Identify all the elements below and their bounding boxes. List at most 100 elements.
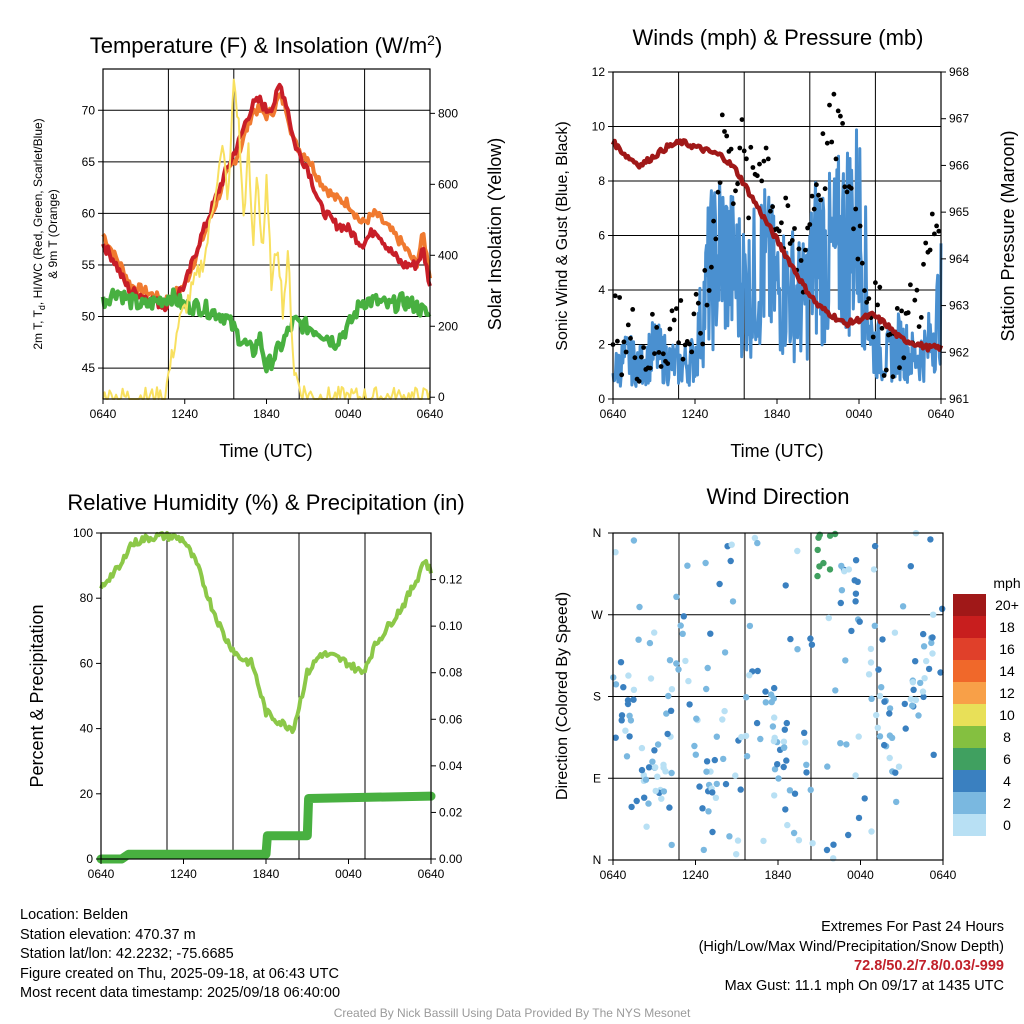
wind-gust-point xyxy=(803,247,808,253)
winds-y2-tick-label: 967 xyxy=(949,112,969,126)
wind-gust-point xyxy=(674,306,679,311)
temp-x-tick-label: 0640 xyxy=(417,407,444,421)
wind-gust-point xyxy=(682,342,688,348)
wind-direction-point xyxy=(875,666,882,673)
wind-direction-point xyxy=(868,695,875,702)
wind-direction-point xyxy=(837,599,844,607)
wind-gust-point xyxy=(879,325,885,331)
wind-direction-point xyxy=(705,808,712,815)
wind-direction-point xyxy=(871,542,879,550)
temperature-y-label-left-line1: 2m T, Td, HI/WC (Red, Green, Scarlet/Blu… xyxy=(31,118,47,349)
wind-gust-point xyxy=(706,288,712,293)
wdir-x-tick-label: 1240 xyxy=(682,868,709,882)
wind-direction-point xyxy=(645,800,652,807)
wind-gust-point xyxy=(704,302,710,308)
wind-gust-point xyxy=(805,225,810,231)
wind-speed-legend: 20+ 18 16 14 12 10 8 6 4 2 0 xyxy=(953,594,1019,836)
winds-panel: Winds (mph) & Pressure (mb) 0 2 4 6 8 10 12 961… xyxy=(554,25,1018,461)
wind-direction-point xyxy=(721,649,729,656)
rh-y-tick-label: 40 xyxy=(80,722,94,736)
wind-direction-point xyxy=(630,696,637,703)
wind-direction-point xyxy=(742,732,750,740)
wind-direction-point xyxy=(664,730,671,738)
winds-y-label-right: Station Pressure (Maroon) xyxy=(998,130,1018,341)
wind-direction-point xyxy=(825,614,832,622)
wind-gust-point xyxy=(844,189,850,195)
wind-direction-point xyxy=(713,733,720,740)
wind-gust-point xyxy=(693,291,699,297)
wdir-x-tick-label: 0040 xyxy=(847,868,874,882)
winds-y-tick-label: 10 xyxy=(592,120,606,134)
wind-gust-point xyxy=(709,264,714,270)
wind-gust-point xyxy=(759,178,765,184)
wind-direction-point xyxy=(842,657,849,664)
wind-gust-point xyxy=(809,193,815,199)
legend-label: 20+ xyxy=(995,597,1019,613)
wind-direction-point xyxy=(780,763,787,771)
wind-direction-point xyxy=(826,532,834,539)
wind-direction-point xyxy=(722,780,730,788)
wind-gust-point xyxy=(739,117,745,122)
wind-gust-point xyxy=(873,280,878,286)
wind-gust-point xyxy=(829,139,835,145)
wind-direction-point xyxy=(711,756,718,764)
wind-gust-point xyxy=(936,228,942,234)
wind-direction-point xyxy=(624,700,632,708)
wind-direction-point xyxy=(838,587,846,594)
winds-x-tick-label: 0040 xyxy=(846,407,873,421)
rh-y2-tick-label: 0.04 xyxy=(439,759,463,773)
wind-gust-point xyxy=(789,238,795,243)
wind-direction-point xyxy=(675,666,682,673)
wind-direction-point xyxy=(902,725,909,732)
wind-direction-point xyxy=(762,688,769,695)
wind-direction-point xyxy=(626,712,633,719)
wind-direction-point xyxy=(867,659,875,666)
winds-title: Winds (mph) & Pressure (mb) xyxy=(633,25,924,50)
winds-x-tick-label: 1240 xyxy=(682,407,709,421)
legend-label: 0 xyxy=(1003,817,1011,833)
legend-label: 8 xyxy=(1003,729,1011,745)
wind-direction-point xyxy=(809,840,816,847)
wind-direction-point xyxy=(843,741,850,748)
wind-direction-point xyxy=(658,795,665,802)
winds-series xyxy=(610,91,944,388)
wind-gust-point xyxy=(711,218,716,224)
wind-direction-point xyxy=(638,744,646,752)
wind-direction-point xyxy=(754,539,761,547)
wind-direction-point xyxy=(930,751,937,758)
wind-gust-point xyxy=(770,204,775,210)
wind-direction-point xyxy=(649,758,656,765)
legend-swatch xyxy=(953,638,986,660)
wind-gust-point xyxy=(894,306,900,311)
wind-direction-point xyxy=(699,805,706,812)
wind-gust-point xyxy=(748,144,754,150)
wind-direction-point xyxy=(901,700,908,708)
wind-gust-point xyxy=(687,341,692,347)
wdir-y-tick-label: S xyxy=(593,690,601,704)
wind-gust-point xyxy=(719,112,725,118)
wind-direction-point xyxy=(673,660,680,667)
wind-direction-point xyxy=(700,846,707,854)
wind-direction-point xyxy=(854,578,861,585)
legend-label: 2 xyxy=(1003,795,1011,811)
wind-gust-point xyxy=(912,297,918,303)
wind-gust-point xyxy=(667,326,673,332)
wind-direction-point xyxy=(814,572,821,580)
wind-direction-point xyxy=(643,823,650,830)
wind-gust-point xyxy=(724,133,730,139)
wind-direction-point xyxy=(891,629,899,636)
wind-gust-point xyxy=(636,378,642,384)
legend-label: 4 xyxy=(1003,773,1011,789)
wind-direction-point xyxy=(652,764,659,771)
wind-direction-point xyxy=(703,685,710,693)
winds-y2-tick-label: 965 xyxy=(949,205,969,219)
wind-gust-point xyxy=(650,311,655,317)
wind-gust-point xyxy=(918,315,924,320)
wind-direction-point xyxy=(814,546,821,554)
wind-direction-point xyxy=(808,641,816,648)
wind-direction-point xyxy=(612,681,620,688)
wind-direction-point xyxy=(654,773,661,780)
rh-y-tick-label: 20 xyxy=(80,787,94,801)
wind-gust-point xyxy=(807,222,813,227)
legend-swatch xyxy=(953,594,986,616)
